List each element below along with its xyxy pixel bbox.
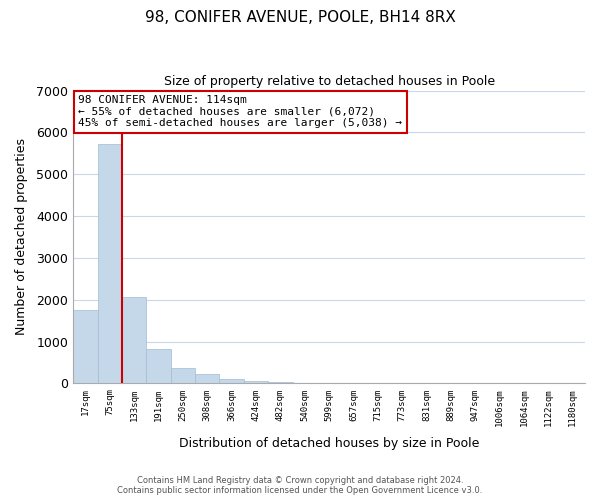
Text: 98, CONIFER AVENUE, POOLE, BH14 8RX: 98, CONIFER AVENUE, POOLE, BH14 8RX [145,10,455,25]
Bar [244,381,268,384]
Bar [293,383,317,384]
Bar [73,310,98,384]
Text: 98 CONIFER AVENUE: 114sqm
← 55% of detached houses are smaller (6,072)
45% of se: 98 CONIFER AVENUE: 114sqm ← 55% of detac… [79,95,403,128]
Bar [122,297,146,384]
Bar [98,144,122,384]
X-axis label: Distribution of detached houses by size in Poole: Distribution of detached houses by size … [179,437,479,450]
Bar [195,374,220,384]
Bar [220,379,244,384]
Text: Contains HM Land Registry data © Crown copyright and database right 2024.
Contai: Contains HM Land Registry data © Crown c… [118,476,482,495]
Bar [170,368,195,384]
Title: Size of property relative to detached houses in Poole: Size of property relative to detached ho… [164,75,494,88]
Y-axis label: Number of detached properties: Number of detached properties [15,138,28,336]
Bar [146,348,170,384]
Bar [268,382,293,384]
